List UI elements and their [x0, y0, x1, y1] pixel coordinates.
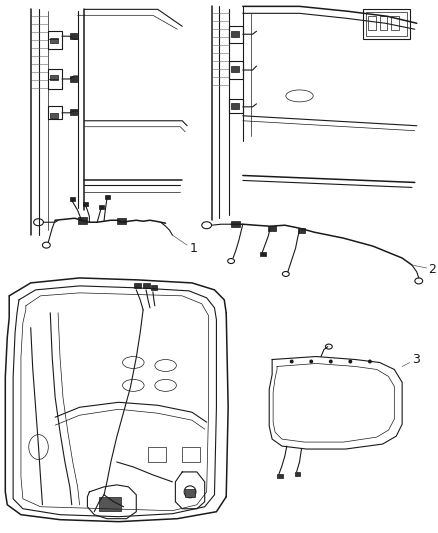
- Circle shape: [348, 360, 352, 364]
- Bar: [295, 472, 300, 476]
- Bar: [268, 226, 276, 231]
- Bar: [261, 252, 266, 256]
- Bar: [297, 228, 305, 233]
- Bar: [231, 31, 239, 37]
- Bar: [231, 221, 240, 227]
- Bar: [50, 113, 58, 118]
- Bar: [368, 17, 376, 30]
- Bar: [70, 33, 77, 39]
- Bar: [134, 283, 141, 288]
- Circle shape: [368, 360, 372, 364]
- Circle shape: [290, 360, 293, 364]
- Text: 2: 2: [428, 263, 436, 277]
- Bar: [70, 76, 77, 82]
- Text: 3: 3: [412, 353, 420, 366]
- Bar: [185, 489, 195, 497]
- Bar: [99, 205, 104, 209]
- Circle shape: [329, 360, 333, 364]
- Circle shape: [309, 360, 313, 364]
- Bar: [105, 196, 110, 199]
- Bar: [143, 283, 150, 288]
- Bar: [366, 12, 407, 36]
- Text: 1: 1: [190, 241, 198, 255]
- Bar: [182, 447, 200, 462]
- Bar: [70, 197, 75, 201]
- Bar: [117, 218, 126, 224]
- Bar: [148, 447, 166, 462]
- Bar: [363, 10, 410, 39]
- Bar: [392, 17, 399, 30]
- Bar: [50, 75, 58, 80]
- Bar: [231, 66, 239, 72]
- Bar: [277, 474, 283, 478]
- Bar: [84, 203, 88, 206]
- Bar: [70, 109, 77, 115]
- Bar: [380, 17, 388, 30]
- Bar: [50, 38, 58, 43]
- Bar: [78, 217, 88, 224]
- Bar: [151, 285, 157, 290]
- Bar: [99, 497, 120, 511]
- Bar: [231, 103, 239, 109]
